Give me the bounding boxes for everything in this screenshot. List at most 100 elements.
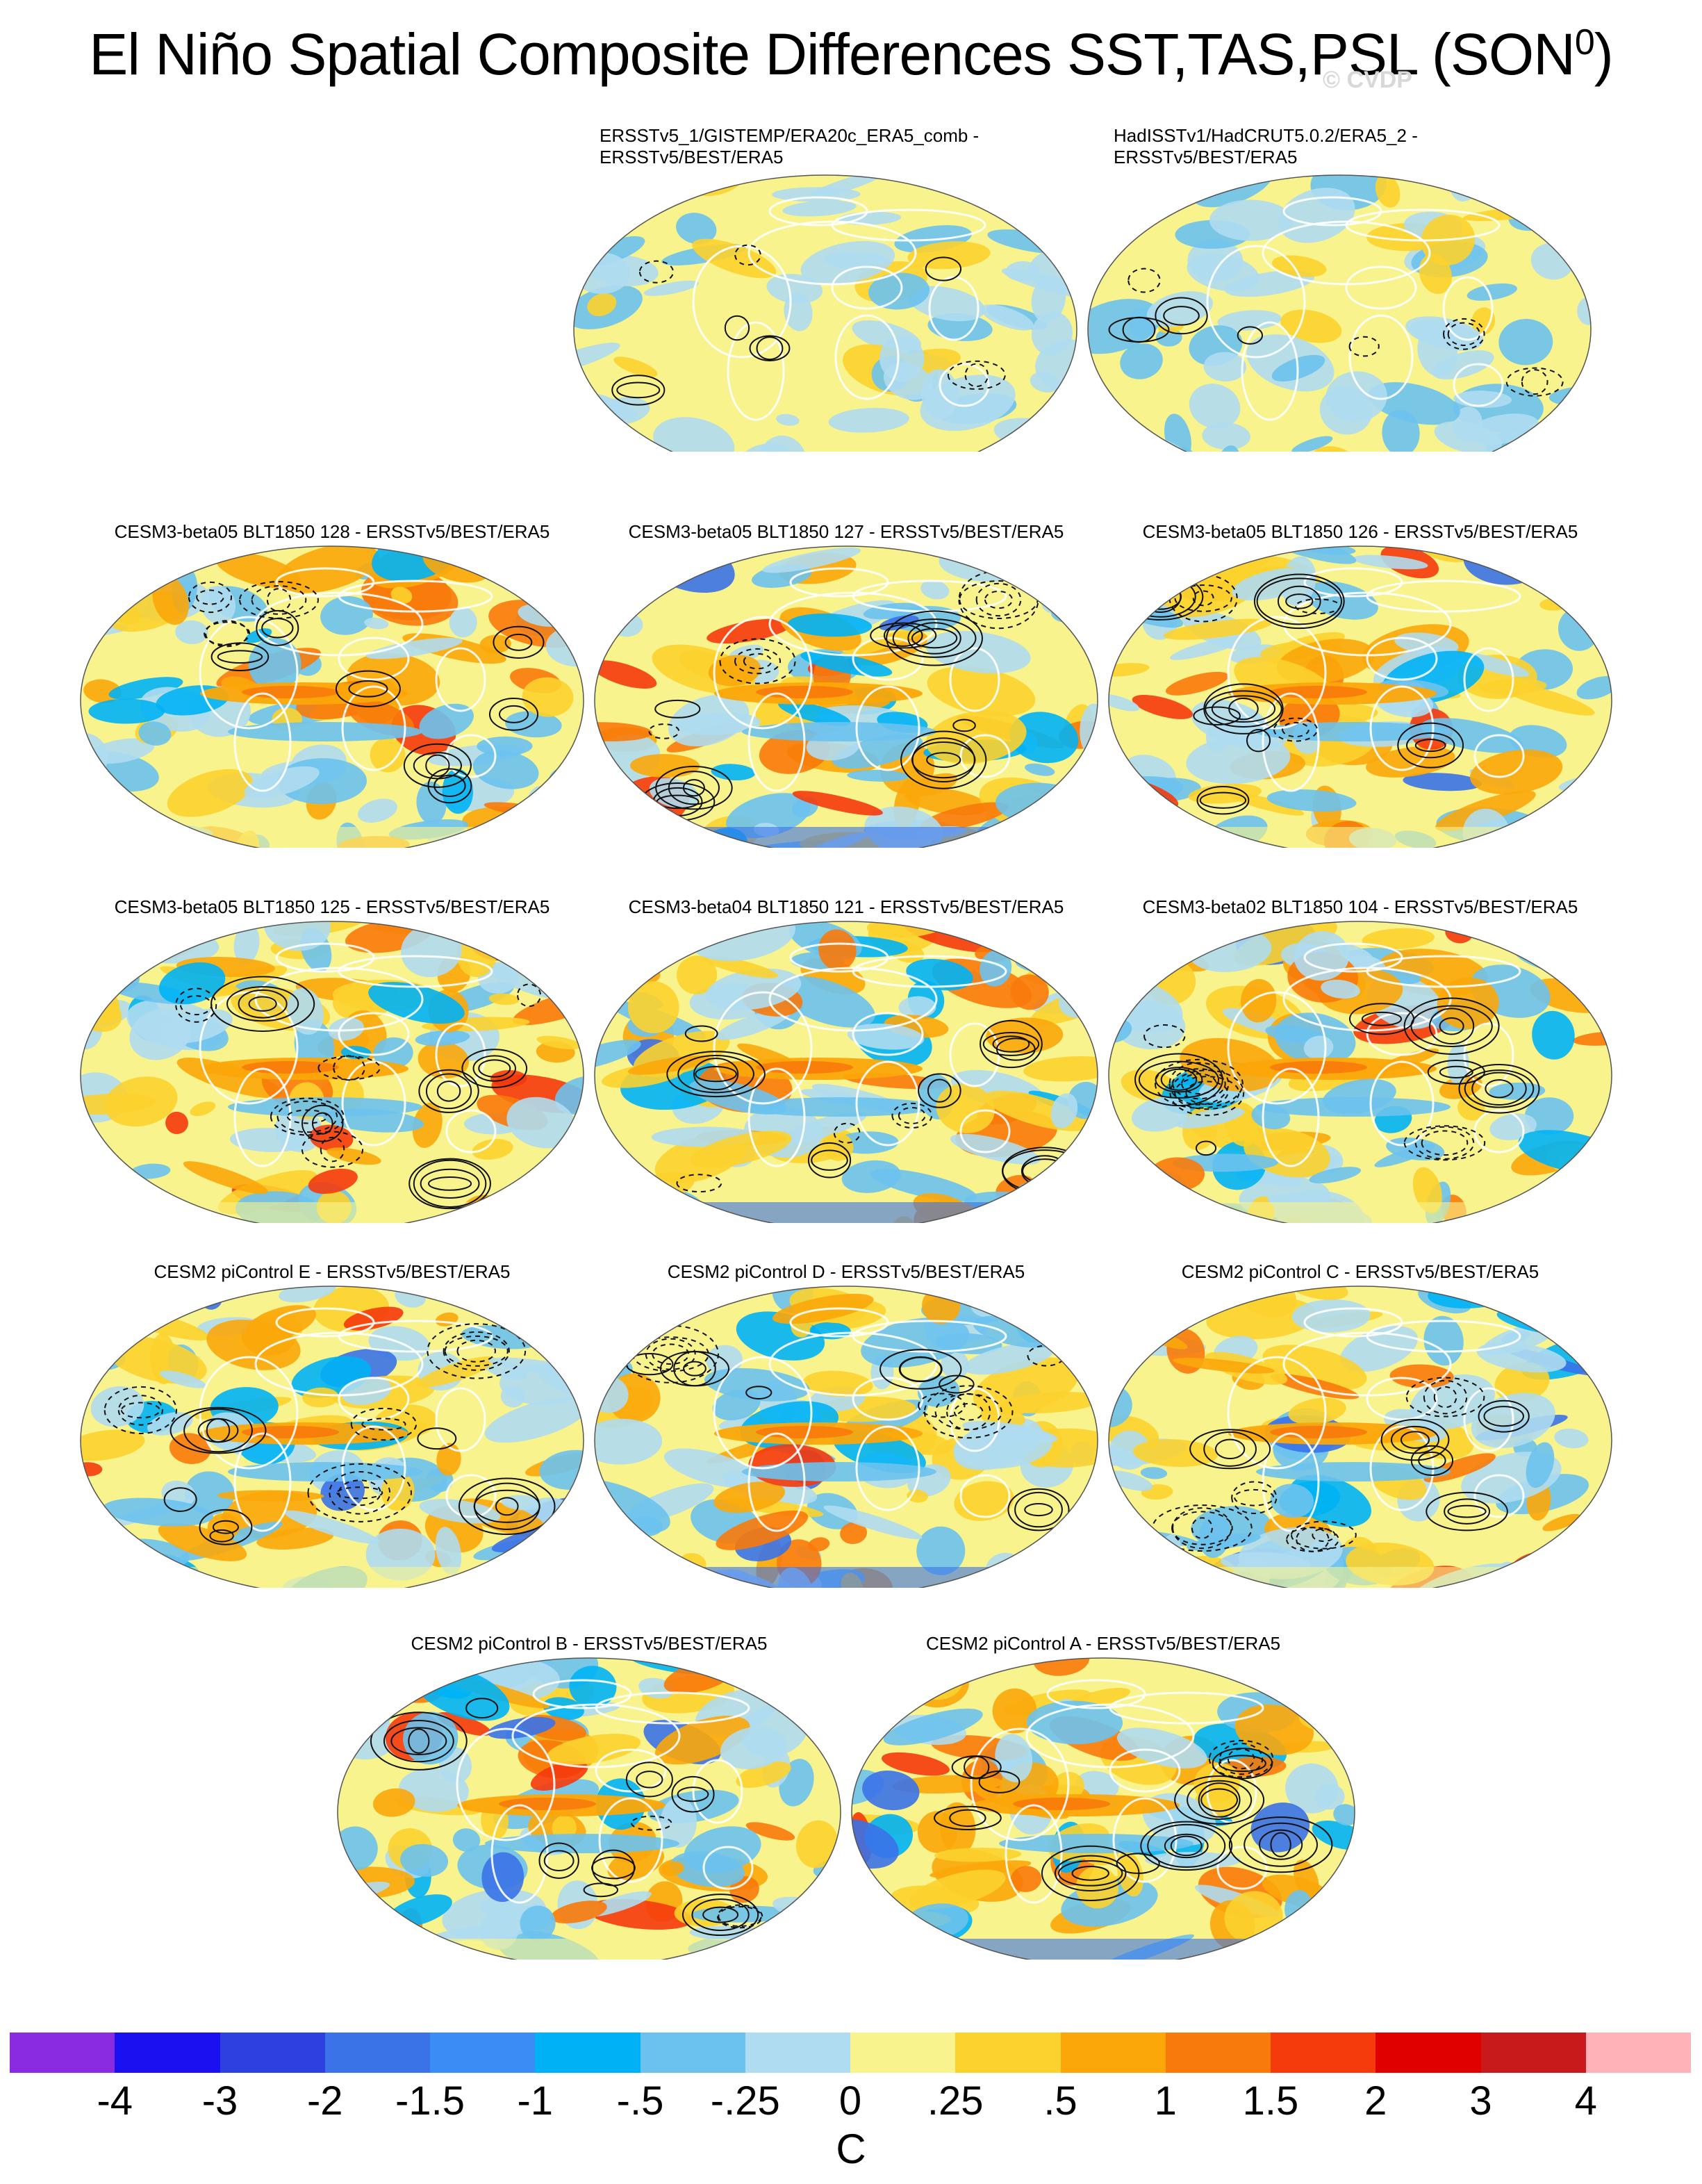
colorbar-tick-label: .25 (927, 2078, 984, 2124)
colorbar-tick-label: 2 (1364, 2078, 1387, 2124)
panel-title-line: CESM2 piControl C - ERSSTv5/BEST/ERA5 (1181, 1261, 1539, 1282)
anomaly-field (81, 1286, 584, 1588)
map-boundary (1108, 1286, 1612, 1588)
psl-contours (175, 976, 542, 1210)
map-plot (594, 1286, 1098, 1588)
colorbar-tick-label: -2 (306, 2078, 343, 2124)
anomaly-field (1088, 175, 1591, 452)
panel-title: CESM3-beta04 BLT1850 121 - ERSSTv5/BEST/… (593, 896, 1100, 918)
panel-title: CESM3-beta05 BLT1850 127 - ERSSTv5/BEST/… (593, 521, 1100, 543)
map-boundary (1087, 174, 1592, 452)
map-plot (594, 921, 1098, 1223)
map-plot (1108, 921, 1612, 1223)
panel-title: CESM2 piControl B - ERSSTv5/BEST/ERA5 (336, 1633, 843, 1655)
map-boundary (594, 1286, 1098, 1588)
map-plot (1108, 1286, 1612, 1588)
map-plot (80, 545, 584, 848)
panel-title: CESM2 piControl C - ERSSTv5/BEST/ERA5 (1107, 1261, 1614, 1283)
colorbar-swatch (1375, 2033, 1481, 2073)
map-panel: CESM3-beta02 BLT1850 104 - ERSSTv5/BEST/… (1107, 896, 1614, 1223)
panel-title-line: CESM3-beta05 BLT1850 128 - ERSSTv5/BEST/… (114, 521, 550, 542)
colorbar-swatch (115, 2033, 220, 2073)
panel-title-line: CESM3-beta05 BLT1850 125 - ERSSTv5/BEST/… (114, 896, 550, 917)
colorbar-tick-label: 1.5 (1242, 2078, 1299, 2124)
colorbar-unit: C (836, 2126, 866, 2172)
panel-title-line: ERSSTv5_1/GISTEMP/ERA20c_ERA5_comb - (600, 125, 980, 146)
psl-contours (104, 1323, 556, 1545)
map-panel: CESM2 piControl C - ERSSTv5/BEST/ERA5 (1107, 1261, 1614, 1588)
panel-title: HadISSTv1/HadCRUT5.0.2/ERA5_2 - ERSSTv5/B… (1086, 125, 1593, 168)
colorbar-tick-label: 1 (1154, 2078, 1177, 2124)
colorbar-swatch (1480, 2033, 1586, 2073)
panel-title: ERSSTv5_1/GISTEMP/ERA20c_ERA5_comb - ERSS… (572, 125, 1079, 168)
colorbar-swatch (745, 2033, 850, 2073)
anomaly-field (595, 1286, 1098, 1588)
colorbar-swatch (1271, 2033, 1376, 2073)
colorbar-tick-label: -3 (201, 2078, 238, 2124)
map-plot (80, 1286, 584, 1588)
map-boundary (80, 921, 584, 1223)
panel-title-line: ERSSTv5/BEST/ERA5 (1114, 147, 1298, 167)
panel-title-line: CESM3-beta05 BLT1850 127 - ERSSTv5/BEST/… (628, 521, 1064, 542)
map-boundary (80, 1286, 584, 1588)
panel-title: CESM3-beta05 BLT1850 128 - ERSSTv5/BEST/… (79, 521, 586, 543)
psl-contours (934, 1739, 1333, 1902)
map-plot (80, 921, 584, 1223)
map-plot (573, 174, 1077, 452)
map-panel: CESM2 piControl D - ERSSTv5/BEST/ERA5 (593, 1261, 1100, 1588)
panel-title: CESM3-beta02 BLT1850 104 - ERSSTv5/BEST/… (1107, 896, 1614, 918)
colorbar-tick-label: -.25 (710, 2078, 780, 2124)
psl-contours (1108, 268, 1564, 397)
map-boundary (1108, 545, 1612, 848)
panel-title-line: CESM2 piControl A - ERSSTv5/BEST/ERA5 (925, 1633, 1281, 1654)
psl-contours (611, 244, 1006, 406)
map-plot (594, 545, 1098, 848)
map-boundary (1108, 921, 1612, 1223)
map-boundary (573, 174, 1077, 452)
colorbar-swatch (955, 2033, 1061, 2073)
colorbar (10, 2033, 1691, 2074)
colorbar-swatch (535, 2033, 641, 2073)
map-panel: CESM3-beta05 BLT1850 126 - ERSSTv5/BEST/… (1107, 521, 1614, 848)
colorbar-tick-label: 3 (1469, 2078, 1492, 2124)
map-boundary (851, 1657, 1355, 1960)
anomaly-field (595, 921, 1098, 1223)
map-boundary (594, 545, 1098, 848)
chart-title: El Niño Spatial Composite Differences SS… (89, 22, 1614, 87)
colorbar-tick-label: 0 (838, 2078, 862, 2124)
colorbar-swatch (220, 2033, 325, 2073)
map-boundary (337, 1657, 841, 1960)
colorbar-swatch (1585, 2033, 1691, 2073)
colorbar-tick-label: .5 (1043, 2078, 1077, 2124)
panel-title-line: CESM2 piControl D - ERSSTv5/BEST/ERA5 (667, 1261, 1025, 1282)
map-boundary (80, 545, 584, 848)
map-plot (337, 1657, 841, 1960)
map-panel: CESM2 piControl B - ERSSTv5/BEST/ERA5 (336, 1633, 843, 1960)
colorbar-swatch (850, 2033, 956, 2073)
panel-title-line: CESM3-beta02 BLT1850 104 - ERSSTv5/BEST/… (1142, 896, 1578, 917)
colorbar-swatch (430, 2033, 536, 2073)
psl-contours (370, 1698, 763, 1937)
colorbar-tick-label: -1 (517, 2078, 554, 2124)
map-plot (851, 1657, 1355, 1960)
map-panel: CESM2 piControl A - ERSSTv5/BEST/ERA5 (850, 1633, 1357, 1960)
anomaly-field (595, 546, 1098, 848)
colorbar-tick-label: -4 (97, 2078, 133, 2124)
panel-title-line: CESM3-beta05 BLT1850 126 - ERSSTv5/BEST/… (1142, 521, 1578, 542)
anomaly-field (81, 921, 584, 1223)
anomaly-field (338, 1658, 841, 1960)
map-panel: CESM3-beta05 BLT1850 127 - ERSSTv5/BEST/… (593, 521, 1100, 848)
map-plot (1087, 174, 1592, 452)
colorbar-swatch (324, 2033, 430, 2073)
anomaly-field (1109, 921, 1612, 1223)
psl-contours (1134, 997, 1540, 1161)
map-panel: CESM3-beta05 BLT1850 125 - ERSSTv5/BEST/… (79, 896, 586, 1223)
anomaly-field (81, 546, 584, 848)
map-panel: ERSSTv5_1/GISTEMP/ERA20c_ERA5_comb - ERSS… (572, 125, 1079, 452)
anomaly-field (574, 175, 1077, 452)
anomaly-field (1109, 1286, 1612, 1588)
map-panel: CESM3-beta04 BLT1850 121 - ERSSTv5/BEST/… (593, 896, 1100, 1223)
map-panel: CESM3-beta05 BLT1850 128 - ERSSTv5/BEST/… (79, 521, 586, 848)
map-boundary (594, 921, 1098, 1223)
panel-title: CESM3-beta05 BLT1850 126 - ERSSTv5/BEST/… (1107, 521, 1614, 543)
